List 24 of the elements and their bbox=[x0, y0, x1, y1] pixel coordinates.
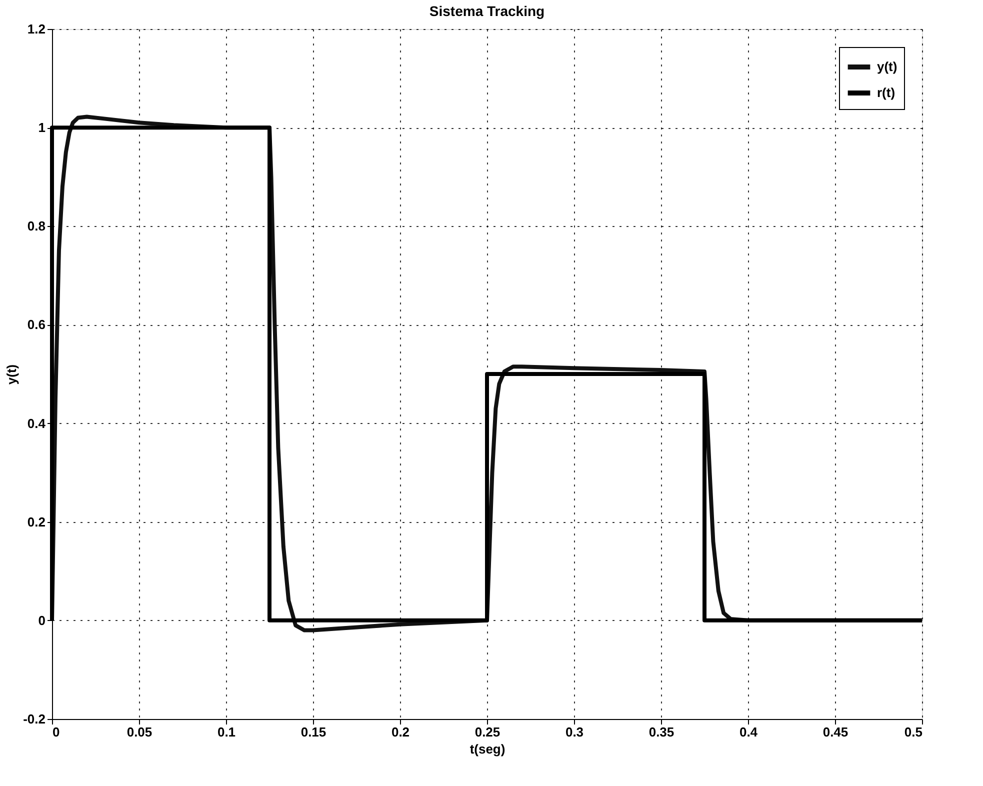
y-axis-title: y(t) bbox=[4, 364, 20, 385]
x-tick-label: 0.15 bbox=[300, 724, 326, 740]
x-tick-label: 0.3 bbox=[565, 724, 584, 740]
x-axis-title: t(seg) bbox=[470, 742, 506, 756]
y-tick-label: -0.2 bbox=[23, 712, 46, 726]
y-tick-label: 0.6 bbox=[27, 317, 46, 332]
chart-title: Sistema Tracking bbox=[429, 3, 545, 19]
y-tick-label: 1 bbox=[38, 120, 46, 136]
x-tick-label: 0.5 bbox=[904, 724, 922, 740]
x-tick-label: 0.45 bbox=[822, 724, 848, 740]
y-tick-label: 0.2 bbox=[27, 514, 46, 530]
x-tick-label: 0.35 bbox=[648, 724, 674, 740]
y-tick-label: 1.2 bbox=[27, 22, 46, 36]
y-tick-label: 0 bbox=[38, 612, 46, 628]
x-tick-label: 0.05 bbox=[126, 724, 152, 740]
x-tick-label: 0.4 bbox=[739, 724, 758, 740]
y-tick-label: 0.4 bbox=[27, 416, 46, 431]
legend-label: r(t) bbox=[877, 85, 896, 100]
legend-label: y(t) bbox=[877, 59, 898, 74]
x-tick-label: 0.25 bbox=[474, 724, 500, 740]
x-tick-label: 0.1 bbox=[217, 724, 236, 740]
y-tick-label: 0.8 bbox=[27, 218, 46, 234]
x-tick-label: 0 bbox=[52, 724, 60, 740]
x-tick-label: 0.2 bbox=[391, 724, 410, 740]
